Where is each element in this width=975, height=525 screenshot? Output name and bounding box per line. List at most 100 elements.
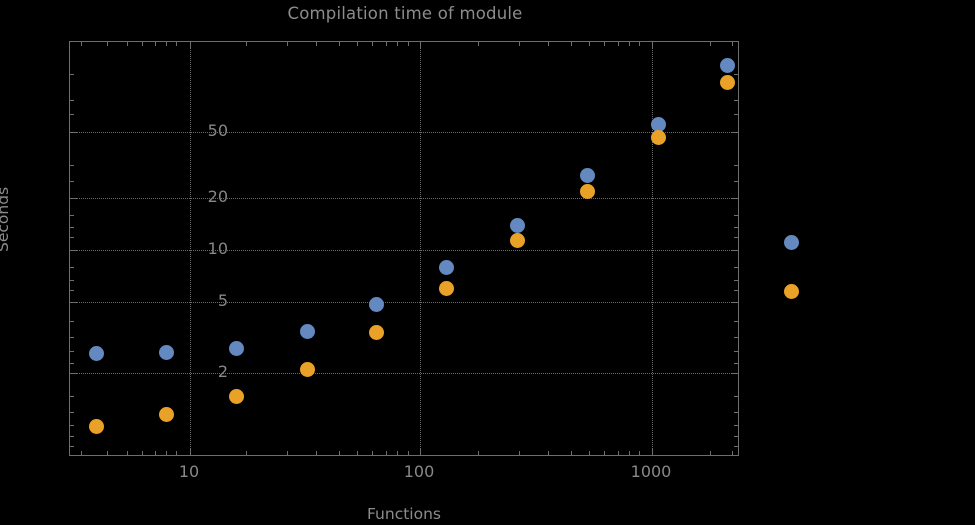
x-tick-minor [166,451,168,455]
x-tick-minor-top [571,42,573,46]
x-tick-major-top [652,42,654,49]
x-tick-minor [589,451,591,455]
x-axis-title: Functions [366,505,441,523]
data-point [228,388,244,404]
x-tick-minor-top [548,42,550,46]
y-tick-minor [70,227,74,229]
data-point [650,129,666,145]
y-tick-minor-right [734,165,738,167]
x-tick-minor [127,451,129,455]
y-tick-minor [70,436,74,438]
y-tick-minor [70,363,74,365]
x-tick-minor [732,451,734,455]
x-tick-minor-top [142,42,144,46]
y-tick-minor-right [734,227,738,229]
y-tick-minor [70,74,74,76]
x-tick-minor-top [339,42,341,46]
x-tick-minor [176,451,178,455]
y-tick-label: 10 [207,239,228,258]
y-tick-minor-right [734,74,738,76]
x-tick-minor-top [287,42,289,46]
x-tick-minor [81,451,83,455]
x-tick-minor-top [408,42,410,46]
x-tick-minor-top [710,42,712,46]
x-tick-minor-top [176,42,178,46]
x-tick-minor-top [81,42,83,46]
x-tick-minor-top [372,42,374,46]
y-tick-major-right [731,198,738,200]
x-tick-major [420,448,422,455]
y-tick-minor [70,290,74,292]
x-tick-minor [339,451,341,455]
y-tick-minor [70,100,74,102]
y-tick-minor-right [734,351,738,353]
x-tick-minor [357,451,359,455]
x-tick-major-top [190,42,192,49]
y-tick-minor [70,215,74,217]
y-tick-minor-right [734,412,738,414]
x-tick-minor-top [246,42,248,46]
y-tick-major [70,198,77,200]
y-tick-minor [70,267,74,269]
x-tick-minor-top [107,42,109,46]
gridline-horizontal [70,373,738,374]
data-point [719,57,735,73]
x-tick-minor [386,451,388,455]
data-point [509,217,525,233]
y-tick-label: 2 [217,362,228,381]
x-tick-minor [519,451,521,455]
gridline-horizontal [70,302,738,303]
y-tick-minor-right [734,181,738,183]
y-tick-minor [70,114,74,116]
data-point [368,324,384,340]
y-tick-minor [70,181,74,183]
x-tick-minor [287,451,289,455]
data-point [299,361,315,377]
x-tick-major [190,448,192,455]
x-tick-minor-top [316,42,318,46]
y-tick-minor [70,351,74,353]
x-tick-minor-top [166,42,168,46]
x-tick-minor-top [357,42,359,46]
data-point [783,283,799,299]
y-tick-minor [70,446,74,448]
y-tick-minor-right [734,114,738,116]
x-tick-label: 100 [403,462,435,481]
y-tick-minor-right [734,337,738,339]
data-point [158,406,174,422]
data-point [719,74,735,90]
data-point [438,280,454,296]
x-tick-minor-top [478,42,480,46]
y-tick-minor [70,321,74,323]
x-tick-minor-top [155,42,157,46]
chart-title: Compilation time of module [287,4,523,23]
data-point [228,340,244,356]
gridline-vertical [652,42,653,455]
y-tick-minor [70,280,74,282]
x-tick-minor-top [618,42,620,46]
y-tick-label: 50 [207,121,228,140]
gridline-vertical [190,42,191,455]
x-tick-minor [604,451,606,455]
gridline-horizontal [70,132,738,133]
data-point [158,344,174,360]
y-tick-major-right [731,302,738,304]
x-tick-minor [316,451,318,455]
y-tick-major [70,373,77,375]
y-tick-minor-right [734,425,738,427]
x-tick-minor-top [589,42,591,46]
x-tick-minor [372,451,374,455]
data-point [368,296,384,312]
y-tick-minor-right [734,321,738,323]
plot-area [70,42,799,455]
data-point [299,323,315,339]
y-tick-minor-right [734,446,738,448]
y-tick-minor [70,425,74,427]
gridline-horizontal [70,198,738,199]
y-tick-minor-right [734,215,738,217]
data-point [579,167,595,183]
gridline-horizontal [70,250,738,251]
x-tick-minor [397,451,399,455]
x-tick-minor-top [386,42,388,46]
